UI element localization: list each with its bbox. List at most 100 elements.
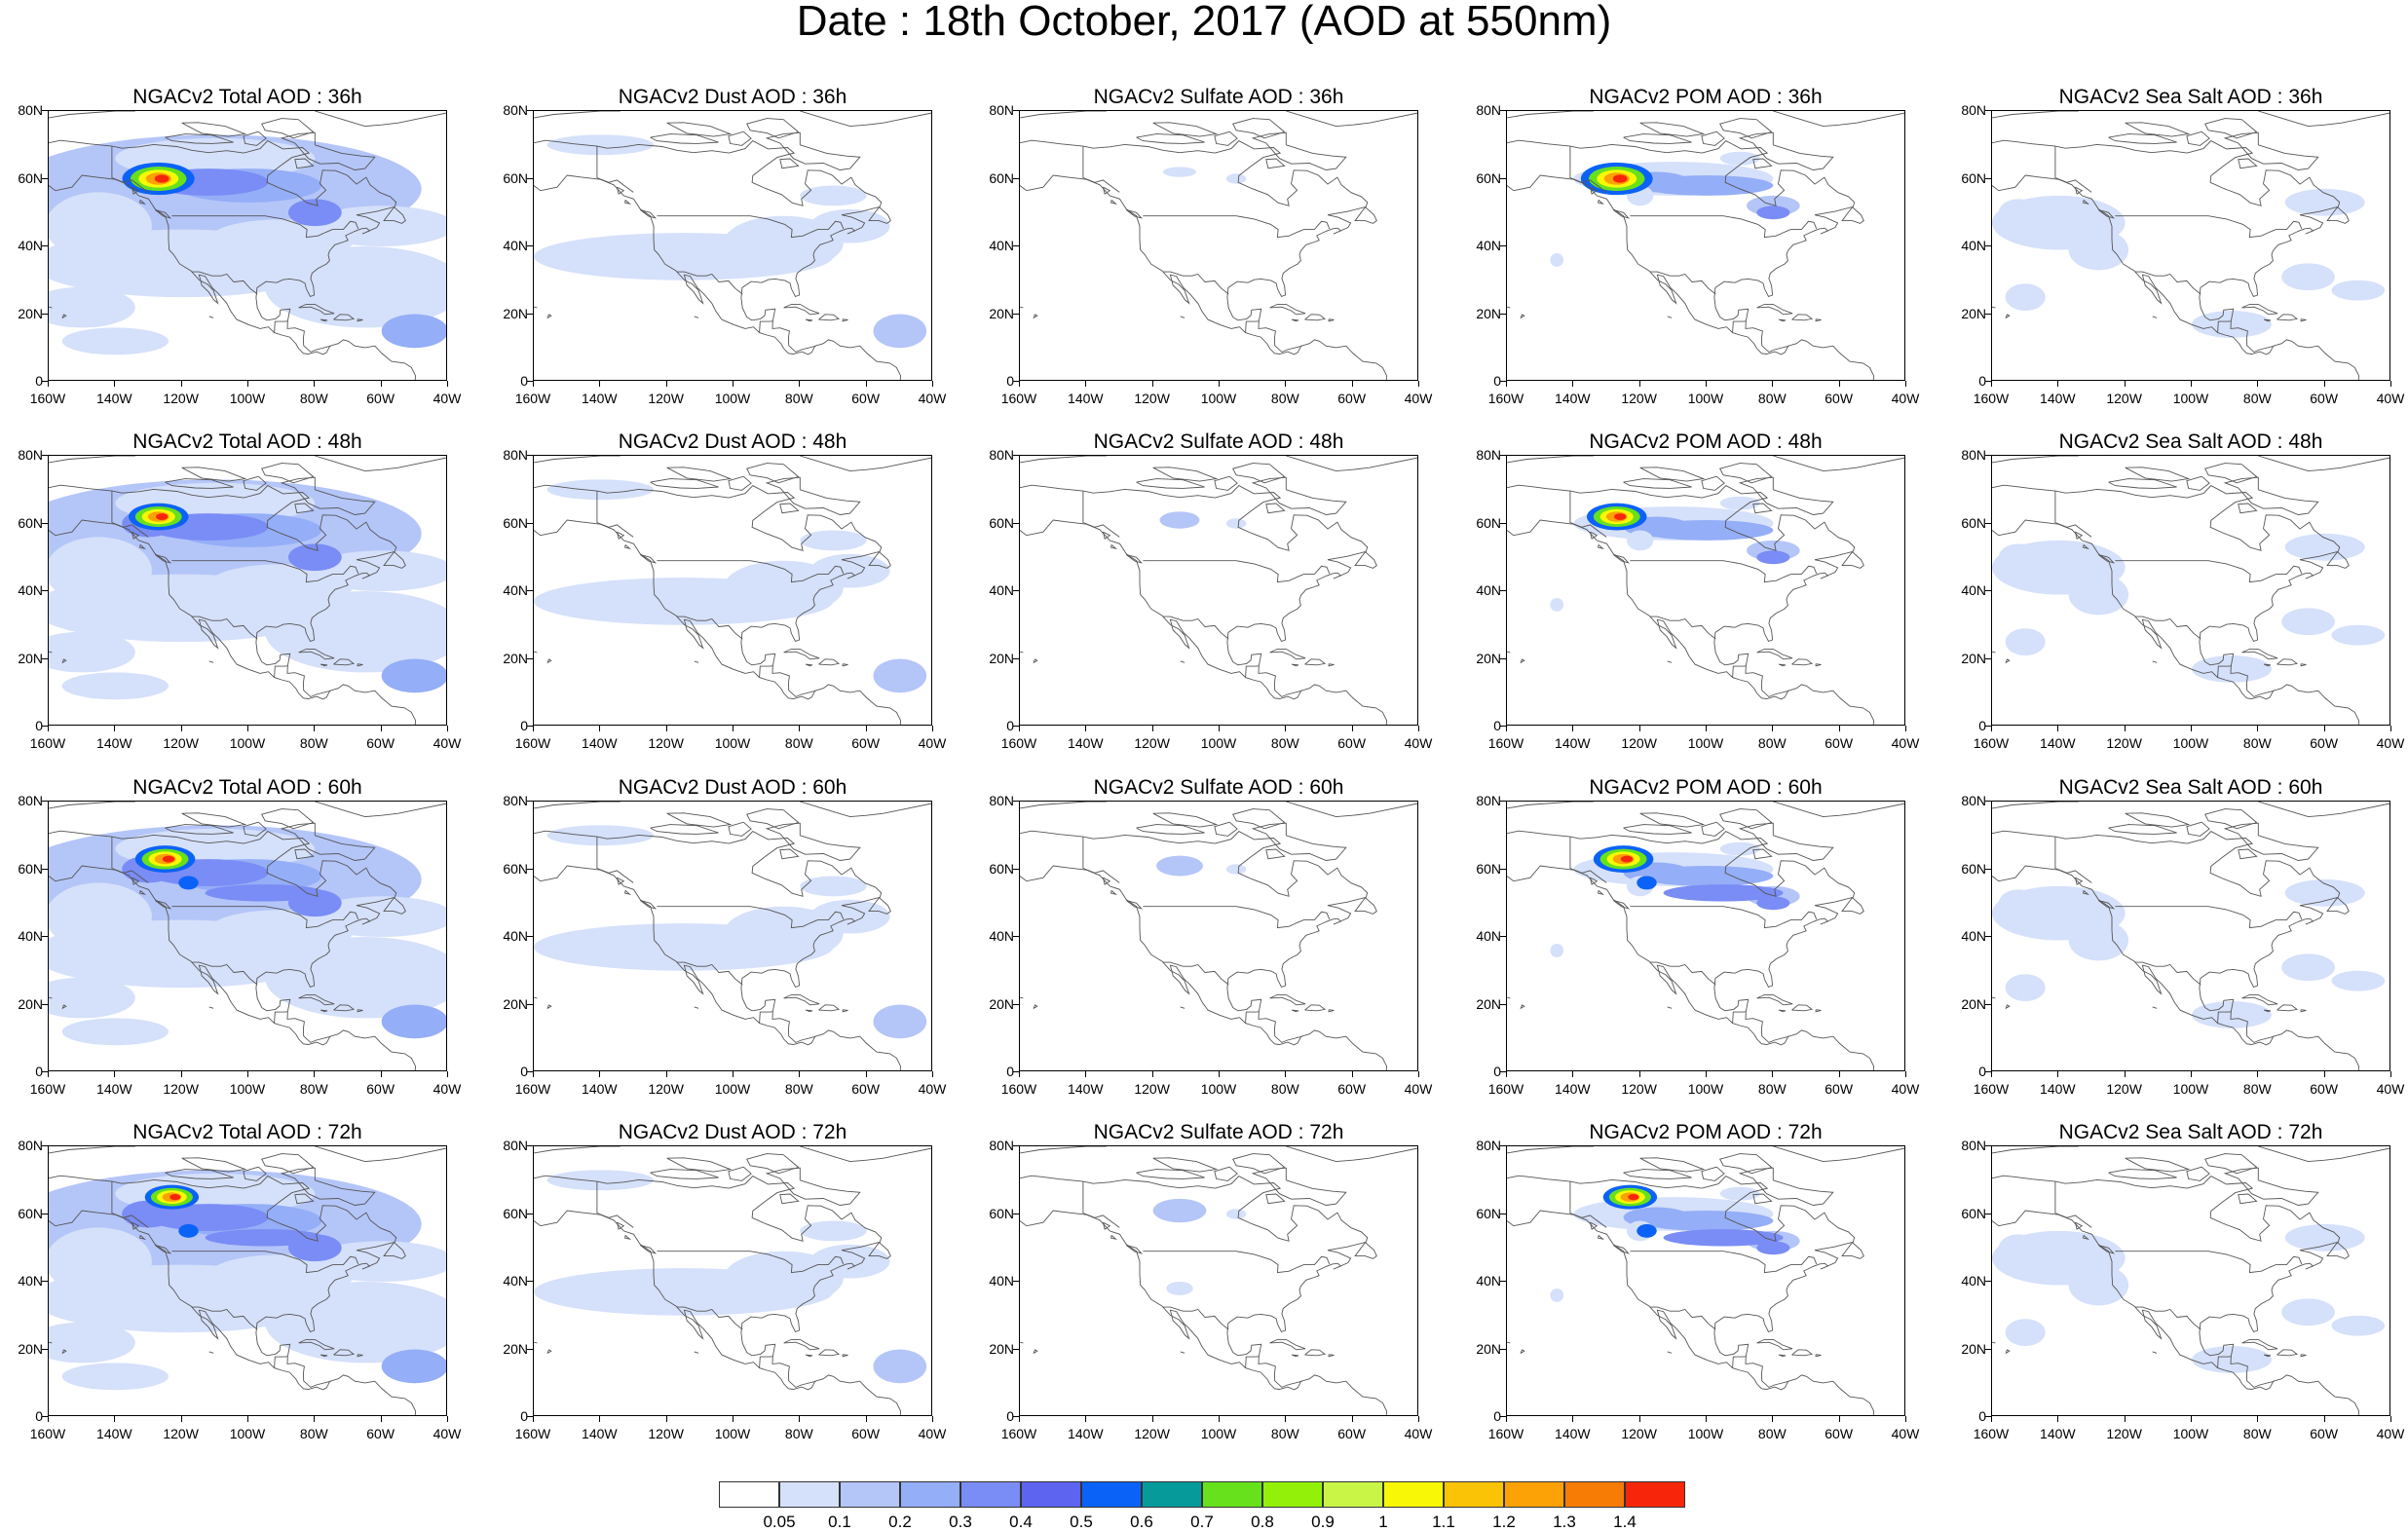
lon-tick-label: 100W (229, 1426, 266, 1441)
lat-tick (1500, 1416, 1506, 1417)
lon-tick-label: 80W (784, 1426, 813, 1441)
lon-tick-label: 140W (1068, 1426, 1104, 1441)
coastline (1020, 139, 1369, 353)
lon-tick-label: 80W (299, 1081, 328, 1097)
lon-tick-label: 120W (2106, 391, 2142, 406)
lon-tick (1991, 1071, 1992, 1077)
lon-tick-label: 120W (1621, 735, 1657, 751)
lon-tick (1991, 381, 1992, 387)
lat-tick-label: 40N (989, 1273, 1014, 1289)
coastline (783, 993, 820, 1006)
coastline (1180, 316, 1185, 318)
coastline (746, 1153, 800, 1175)
coastline (1613, 554, 1631, 564)
aod-plume (49, 977, 135, 1019)
lon-tick-label: 120W (1621, 1426, 1657, 1441)
lat-tick (42, 590, 48, 591)
coastline (191, 271, 258, 295)
aod-plume (1156, 855, 1203, 877)
lat-tick (527, 868, 533, 870)
lat-tick (1985, 1071, 1991, 1072)
coastline (1110, 890, 1118, 895)
lon-tick-label: 120W (163, 735, 199, 751)
lat-tick-label: 60N (1476, 514, 1501, 531)
coastline (1992, 996, 1996, 999)
coastline (1639, 122, 1706, 137)
lon-tick-label: 100W (2172, 1081, 2209, 1097)
coastline (534, 865, 901, 1070)
lon-tick-label: 80W (1270, 735, 1299, 751)
aod-plume (61, 672, 169, 700)
aod-plume (2284, 533, 2365, 561)
lat-tick (42, 1003, 48, 1005)
aod-plume (1719, 151, 1760, 166)
coastline (1020, 456, 1107, 464)
lat-tick (42, 726, 48, 727)
lat-tick-label: 60N (503, 514, 528, 531)
coastline (1507, 1210, 1874, 1415)
map-panel-dust-36h: NGACv2 Dust AOD : 36h 80N 60N 40N 20N 0 160W 14… (485, 86, 962, 407)
lon-tick (2390, 381, 2391, 387)
coastline (2115, 215, 2303, 239)
coastline (2074, 1221, 2084, 1230)
coastline (1110, 200, 1118, 205)
lat-tick-label: 40N (989, 238, 1014, 253)
lat-tick-label: 0 (35, 373, 43, 389)
lon-tick-label: 60W (1337, 1081, 1367, 1097)
coastline (1245, 1356, 1260, 1368)
coastline (294, 503, 315, 514)
coastline (1778, 1009, 1787, 1013)
coastline (2083, 200, 2090, 205)
coastline (534, 830, 883, 1043)
lon-tick (48, 1416, 49, 1422)
lon-tick (1019, 381, 1020, 387)
lon-tick-label: 100W (2172, 1426, 2209, 1441)
lat-tick-label: 60N (1961, 514, 1986, 531)
coastline (2083, 544, 2090, 549)
map-frame (48, 455, 447, 726)
coastline (694, 1006, 699, 1009)
coastline (657, 1251, 845, 1274)
lat-tick (1500, 936, 1506, 937)
aod-plume (800, 185, 867, 206)
coastline (1598, 890, 1605, 895)
lat-tick (1985, 522, 1991, 524)
lat-tick (1013, 245, 1019, 246)
legend-swatch (719, 1481, 779, 1508)
lon-tick (2323, 726, 2325, 731)
coastline (1020, 1175, 1369, 1388)
coastline (640, 1245, 658, 1254)
lon-tick (447, 1071, 448, 1077)
coastline (2238, 1193, 2258, 1205)
legend-label: 0.05 (763, 1513, 796, 1531)
coastline (261, 118, 315, 139)
lon-tick (2191, 1416, 2192, 1422)
lon-tick (1085, 381, 1087, 387)
lat-tick (1500, 1071, 1506, 1072)
coastline (1232, 808, 1286, 830)
lon-tick-label: 120W (2106, 735, 2142, 751)
lat-tick (1985, 110, 1991, 111)
coastline (2074, 877, 2084, 885)
coastline (1152, 467, 1219, 482)
lon-tick-label: 100W (229, 1081, 266, 1097)
coastline (261, 808, 315, 830)
lat-tick (527, 657, 533, 659)
coastline (357, 1354, 363, 1358)
lat-tick (1500, 177, 1506, 179)
lat-tick-label: 80N (503, 102, 528, 118)
coastline (2326, 1242, 2350, 1259)
lon-tick-label: 40W (2376, 1081, 2405, 1097)
coastline (2258, 456, 2389, 472)
lon-tick-label: 120W (1621, 391, 1657, 406)
aod-plume (1614, 513, 1627, 521)
lat-tick-label: 20N (1961, 650, 1986, 666)
lon-tick-label: 100W (1200, 391, 1237, 406)
lat-tick (527, 936, 533, 937)
coastline (333, 314, 356, 321)
lat-tick-label: 80N (18, 793, 43, 808)
lon-tick-label: 160W (514, 1426, 551, 1441)
aod-plume (800, 876, 867, 897)
lon-tick-label: 80W (1270, 1081, 1299, 1097)
lat-tick-label: 20N (503, 1340, 528, 1357)
